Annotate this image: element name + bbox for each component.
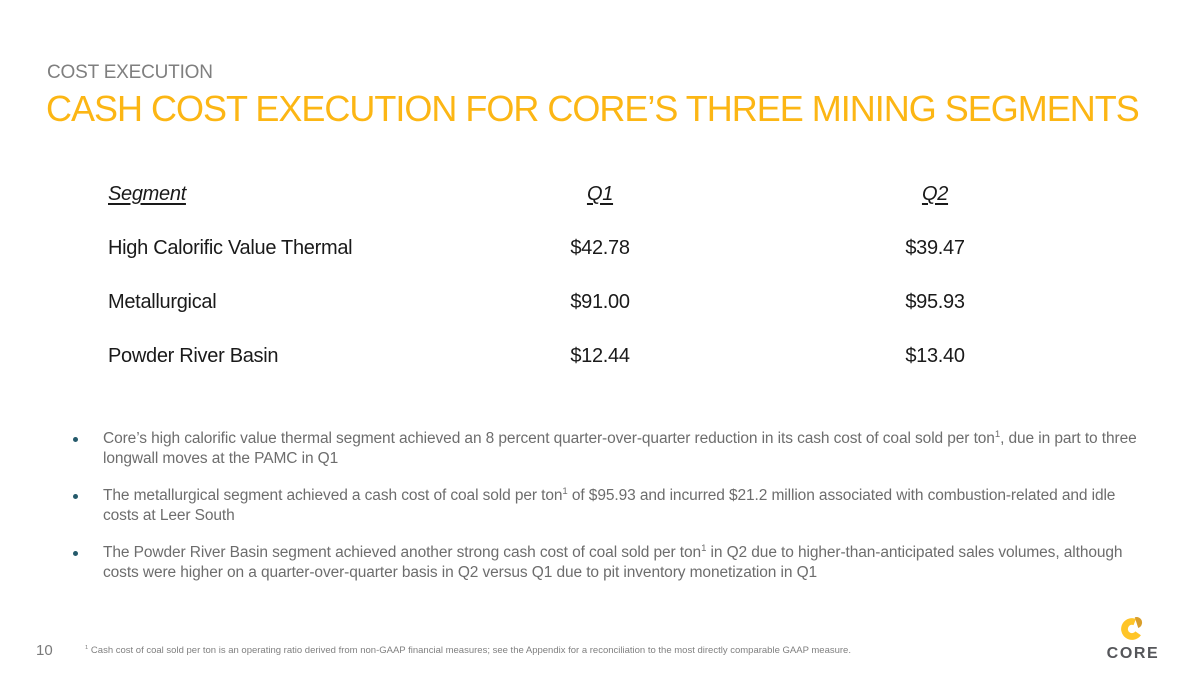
- bullet-text: The Powder River Basin segment achieved …: [103, 542, 1123, 581]
- core-logo: CORE: [1102, 612, 1164, 663]
- slide-eyebrow: COST EXECUTION: [47, 62, 213, 83]
- cost-table: Segment Q1 Q2 High Calorific Value Therm…: [0, 183, 1200, 399]
- core-logo-icon: [1120, 617, 1143, 640]
- page-number: 10: [36, 642, 53, 659]
- footnote-ref: 1: [701, 542, 707, 554]
- segment-cell: Metallurgical: [108, 291, 217, 313]
- page-title: CASH COST EXECUTION FOR CORE’S THREE MIN…: [46, 88, 1140, 129]
- bullet-marker: [73, 494, 78, 499]
- q2-value: $13.40: [905, 345, 965, 367]
- q1-value: $42.78: [570, 237, 630, 259]
- footnote-ref: 1: [562, 485, 568, 497]
- q1-value: $12.44: [570, 345, 630, 367]
- col-header-q1: Q1: [586, 183, 614, 205]
- bullet-item: The metallurgical segment achieved a cas…: [73, 486, 1151, 526]
- table-row: High Calorific Value Thermal $42.78 $39.…: [0, 237, 1200, 291]
- q2-value: $39.47: [905, 237, 965, 259]
- bullet-item: The Powder River Basin segment achieved …: [73, 543, 1151, 583]
- bullet-marker: [73, 437, 78, 442]
- q1-value: $91.00: [570, 291, 630, 313]
- segment-cell: High Calorific Value Thermal: [108, 237, 353, 259]
- bullet-item: Core’s high calorific value thermal segm…: [73, 429, 1151, 469]
- col-header-segment: Segment: [108, 183, 186, 205]
- table-row: Metallurgical $91.00 $95.93: [0, 291, 1200, 345]
- col-header-q2: Q2: [921, 183, 949, 205]
- core-logo-text: CORE: [1106, 645, 1160, 662]
- bullet-text: The metallurgical segment achieved a cas…: [103, 485, 1116, 524]
- q2-value: $95.93: [905, 291, 965, 313]
- segment-cell: Powder River Basin: [108, 345, 279, 367]
- bullet-list: Core’s high calorific value thermal segm…: [73, 429, 1151, 600]
- footnote-marker: 1: [85, 644, 89, 651]
- bullet-marker: [73, 551, 78, 556]
- footnote: 1 Cash cost of coal sold per ton is an o…: [85, 644, 851, 656]
- bullet-text: Core’s high calorific value thermal segm…: [103, 428, 1137, 467]
- footnote-ref: 1: [994, 428, 1001, 440]
- table-header-row: Segment Q1 Q2: [0, 183, 1200, 237]
- table-row: Powder River Basin $12.44 $13.40: [0, 345, 1200, 399]
